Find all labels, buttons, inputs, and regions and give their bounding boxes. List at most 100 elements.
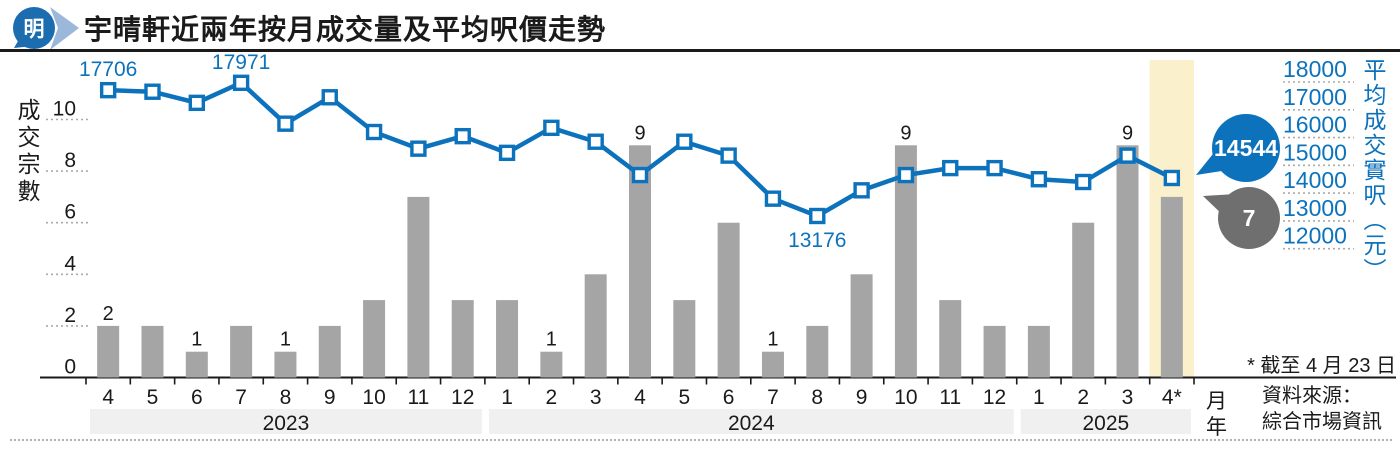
right-axis-tick-label: 14000 [1283,167,1347,193]
price-point-marker [498,144,516,162]
month-label: 4 [102,386,114,409]
right-axis-tick-label: 18000 [1283,56,1347,82]
price-point-label: 17706 [79,58,137,81]
volume-bar [939,300,962,378]
price-point-marker [1074,173,1092,191]
year-label: 2023 [263,412,310,435]
year-label: 2024 [728,412,775,435]
source-label: 資料來源： [1262,385,1362,407]
month-label: 4* [1162,386,1182,409]
price-point-marker [454,127,471,145]
left-axis-title: 成交宗數 [14,98,40,206]
volume-bar [983,325,1006,378]
bar-value-label: 1 [767,329,778,351]
mingpao-logo: 明 [13,7,79,50]
price-point-marker [188,94,206,112]
left-axis-tick-label: 2 [64,304,76,327]
bar-value-label: 1 [280,329,291,351]
price-point-marker [986,159,1003,177]
price-point-marker [543,119,560,137]
price-point-marker [631,166,649,184]
price-point-marker [809,207,826,225]
month-label: 8 [280,386,292,409]
left-axis-tick-label: 4 [64,252,76,275]
price-point-marker [1030,171,1048,188]
volume-bar [1116,145,1139,378]
month-label: 1 [501,386,513,409]
year-band [90,409,482,434]
volume-bar [451,300,474,378]
month-label: 12 [983,386,1006,409]
volume-bar [1072,222,1095,378]
right-axis-tick-label: 15000 [1283,139,1347,165]
volume-bar [806,325,829,378]
logo-character: 明 [24,18,45,41]
volume-callout-value: 7 [1243,205,1256,231]
logo-bubble-icon [13,7,55,49]
month-label: 7 [767,386,779,409]
month-label: 6 [723,386,735,409]
price-point-marker [942,159,959,177]
price-point-marker [144,83,161,100]
price-point-marker [1119,147,1136,164]
month-label: 10 [362,386,385,409]
year-label: 2025 [1083,412,1130,435]
price-point-marker [853,182,870,199]
volume-bar [363,300,386,378]
month-label: 1 [1033,386,1045,409]
bar-value-label: 9 [634,122,645,144]
price-point-marker [365,123,383,141]
volume-bar [540,351,563,378]
logo-chevron-icon [50,7,79,50]
month-label: 2 [546,386,558,409]
month-label: 11 [939,386,961,409]
price-point-marker [410,140,427,157]
bar-value-label: 9 [900,122,911,144]
month-label: 2 [1077,386,1089,409]
month-label: 10 [894,386,917,409]
volume-bar [761,351,784,378]
bar-value-label: 9 [1122,122,1133,144]
page-title: 宇晴軒近兩年按月成交量及平均呎價走勢 [84,14,607,45]
price-callout-value: 14544 [1214,135,1278,161]
right-axis-tick-label: 17000 [1283,84,1347,110]
volume-bar [97,325,120,378]
year-band [488,409,1014,434]
price-callout-bubble-icon [1212,114,1280,182]
volume-bar [1160,196,1183,378]
left-axis-tick-label: 10 [53,98,76,121]
right-axis-title: 平均成交實呎（元） [1360,58,1386,283]
volume-bar [274,351,297,378]
year-axis-unit-label: 年 [1206,416,1227,439]
price-point-marker [764,190,782,207]
volume-bar [230,325,253,378]
volume-bar [318,325,341,378]
price-point-marker [676,133,693,150]
volume-bar [496,300,519,378]
price-point-label: 17971 [212,51,270,74]
bar-value-label: 2 [103,303,114,325]
price-point-label: 13176 [788,229,846,252]
right-axis-tick-label: 13000 [1283,195,1347,221]
month-label: 8 [811,386,823,409]
month-label: 4 [634,386,646,409]
volume-bar [850,274,873,378]
volume-bar [894,145,917,378]
volume-bar [629,145,651,378]
price-point-marker [99,81,117,99]
footnote: * 截至 4 月 23 日 [1247,355,1396,377]
price-point-marker [232,74,250,92]
volume-callout-bubble-icon [1218,187,1280,249]
price-point-marker [277,115,294,132]
volume-bar [141,325,164,378]
volume-bar [717,222,740,378]
right-axis-tick-label: 12000 [1283,223,1347,249]
volume-bar [1027,325,1050,378]
month-label: 3 [1122,386,1134,409]
source-value: 綜合市場資訊 [1262,411,1382,433]
month-label: 7 [235,386,247,409]
year-band [1020,409,1191,434]
month-label: 6 [191,386,203,409]
